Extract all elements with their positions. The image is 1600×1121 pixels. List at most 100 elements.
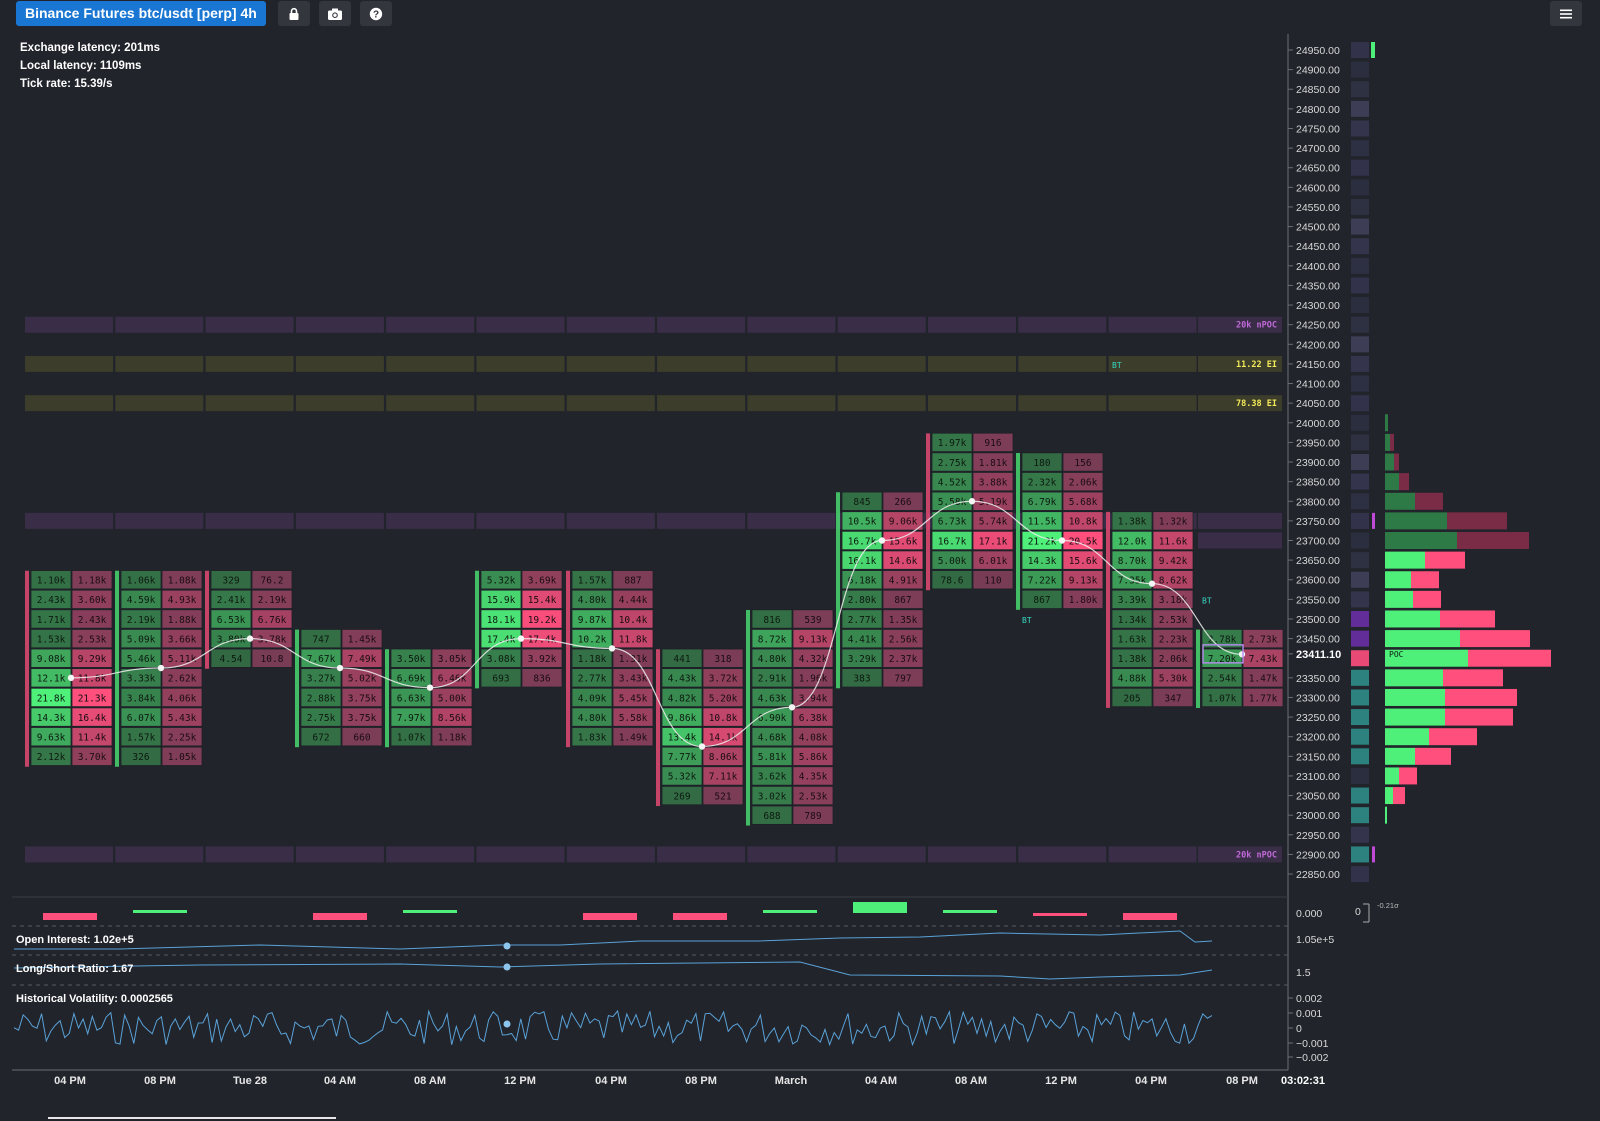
ask-cell	[972, 472, 1014, 492]
price-label: 23000.00	[1296, 810, 1340, 822]
ei-band-2-segment	[205, 395, 294, 412]
volatility-axis-label: 0.001	[1296, 1008, 1322, 1020]
profile-square	[1351, 552, 1369, 569]
latency-stats: Exchange latency: 201ms Local latency: 1…	[20, 39, 160, 93]
bid-volume: 6.53k	[217, 615, 246, 626]
bid-cell	[210, 609, 252, 629]
bid-volume: 5.00k	[938, 556, 967, 567]
volume-profile-ask-bar	[1393, 787, 1405, 805]
ask-volume: 1.08k	[168, 576, 197, 587]
delta-bar	[43, 913, 97, 920]
bid-volume: 1.71k	[37, 615, 66, 626]
main-menu-button[interactable]	[1550, 1, 1582, 26]
bid-volume: 1.07k	[1208, 693, 1237, 704]
symbol-title-button[interactable]: Binance Futures btc/usdt [perp] 4h	[16, 1, 266, 26]
price-label: 23900.00	[1296, 457, 1340, 469]
npoc-band-top-segment	[205, 316, 294, 333]
ask-cell	[882, 550, 924, 570]
npoc-band-bottom-segment	[657, 846, 746, 863]
ask-cell	[882, 570, 924, 590]
bid-cell	[571, 570, 613, 590]
ei-band-1-segment	[386, 355, 475, 372]
ask-volume: 5.11k	[168, 654, 197, 665]
bid-cell	[1111, 589, 1153, 609]
bid-volume: 2.75k	[938, 458, 967, 469]
bid-cell	[30, 570, 72, 590]
candle-body	[295, 629, 299, 748]
bid-volume: 17.4k	[487, 634, 516, 645]
ask-volume: 10.8k	[709, 713, 738, 724]
price-label: 24400.00	[1296, 261, 1340, 273]
volume-profile-bid-bar	[1385, 492, 1415, 510]
profile-square	[1351, 414, 1369, 431]
bid-cell	[210, 589, 252, 609]
ei-band-1-segment	[295, 355, 384, 372]
bid-volume: 329	[222, 576, 239, 587]
ask-cell	[521, 648, 563, 668]
ask-cell	[792, 766, 834, 786]
bid-volume: 4.43k	[668, 674, 697, 685]
bid-volume: 2.80k	[848, 595, 877, 606]
bid-volume: 6.07k	[127, 713, 156, 724]
bid-cell	[120, 746, 162, 766]
ask-volume: 2.53k	[78, 634, 107, 645]
ask-cell	[792, 727, 834, 747]
time-scrollbar[interactable]	[48, 1117, 336, 1119]
screenshot-button[interactable]	[319, 1, 351, 26]
ask-volume: 8.62k	[1159, 576, 1188, 587]
bid-cell	[1021, 589, 1063, 609]
ei-band-1-label: 11.22 EI	[1236, 360, 1277, 370]
ask-cell	[792, 609, 834, 629]
ask-volume: 2.43k	[78, 615, 107, 626]
ask-cell	[972, 432, 1014, 453]
help-button[interactable]: ?	[360, 1, 392, 26]
profile-square	[1351, 866, 1369, 883]
price-label: 23700.00	[1296, 536, 1340, 548]
ask-volume: 15.4k	[528, 595, 557, 606]
bid-cell	[931, 570, 973, 590]
ask-cell	[1062, 511, 1104, 531]
ask-volume: 16.4k	[78, 713, 107, 724]
bid-volume: 5.32k	[487, 576, 516, 587]
volume-profile-bid-bar	[1385, 571, 1411, 589]
ei-band-1-segment	[115, 355, 204, 372]
svg-text:?: ?	[373, 9, 379, 20]
price-label: 23950.00	[1296, 437, 1340, 449]
bid-cell	[300, 727, 342, 747]
bid-cell	[120, 648, 162, 668]
ask-cell	[251, 648, 293, 668]
npoc-band-top-segment	[1198, 316, 1282, 333]
ask-cell	[341, 687, 383, 708]
time-label: 08 PM	[144, 1075, 176, 1087]
ask-volume: 5.68k	[1069, 497, 1098, 508]
ask-volume: 1.88k	[168, 615, 197, 626]
ei-band-2-segment	[115, 395, 204, 412]
bt-label: BT	[1022, 616, 1032, 625]
bid-cell	[751, 785, 793, 806]
bid-cell	[751, 629, 793, 649]
profile-square	[1351, 748, 1369, 765]
bid-cell	[661, 727, 703, 747]
volume-profile-bid-bar	[1385, 688, 1445, 706]
bid-volume: 205	[1123, 693, 1140, 704]
profile-square	[1351, 571, 1369, 588]
ask-cell	[71, 570, 113, 590]
bid-cell	[1111, 648, 1153, 668]
ask-cell	[431, 687, 473, 708]
lock-button[interactable]	[278, 1, 310, 26]
ask-volume: 3.43k	[619, 674, 648, 685]
footprint-candle: 1.57k 887 4.80k 4.44k 9.87k 10.4k 10.2k 11.8k 1.…	[566, 570, 654, 748]
candle-body	[926, 433, 930, 591]
bid-volume: 6.90k	[758, 713, 787, 724]
bid-volume: 10.2k	[578, 634, 607, 645]
ask-volume: 5.45k	[619, 693, 648, 704]
open-interest-cursor	[503, 942, 511, 950]
bid-cell	[661, 707, 703, 727]
ask-volume: 10.8	[261, 654, 284, 665]
volume-profile-bid-bar	[1385, 708, 1445, 726]
ask-cell	[161, 746, 203, 766]
bid-volume: 3.08k	[487, 654, 516, 665]
profile-square	[1351, 532, 1369, 549]
bid-cell	[841, 589, 883, 609]
